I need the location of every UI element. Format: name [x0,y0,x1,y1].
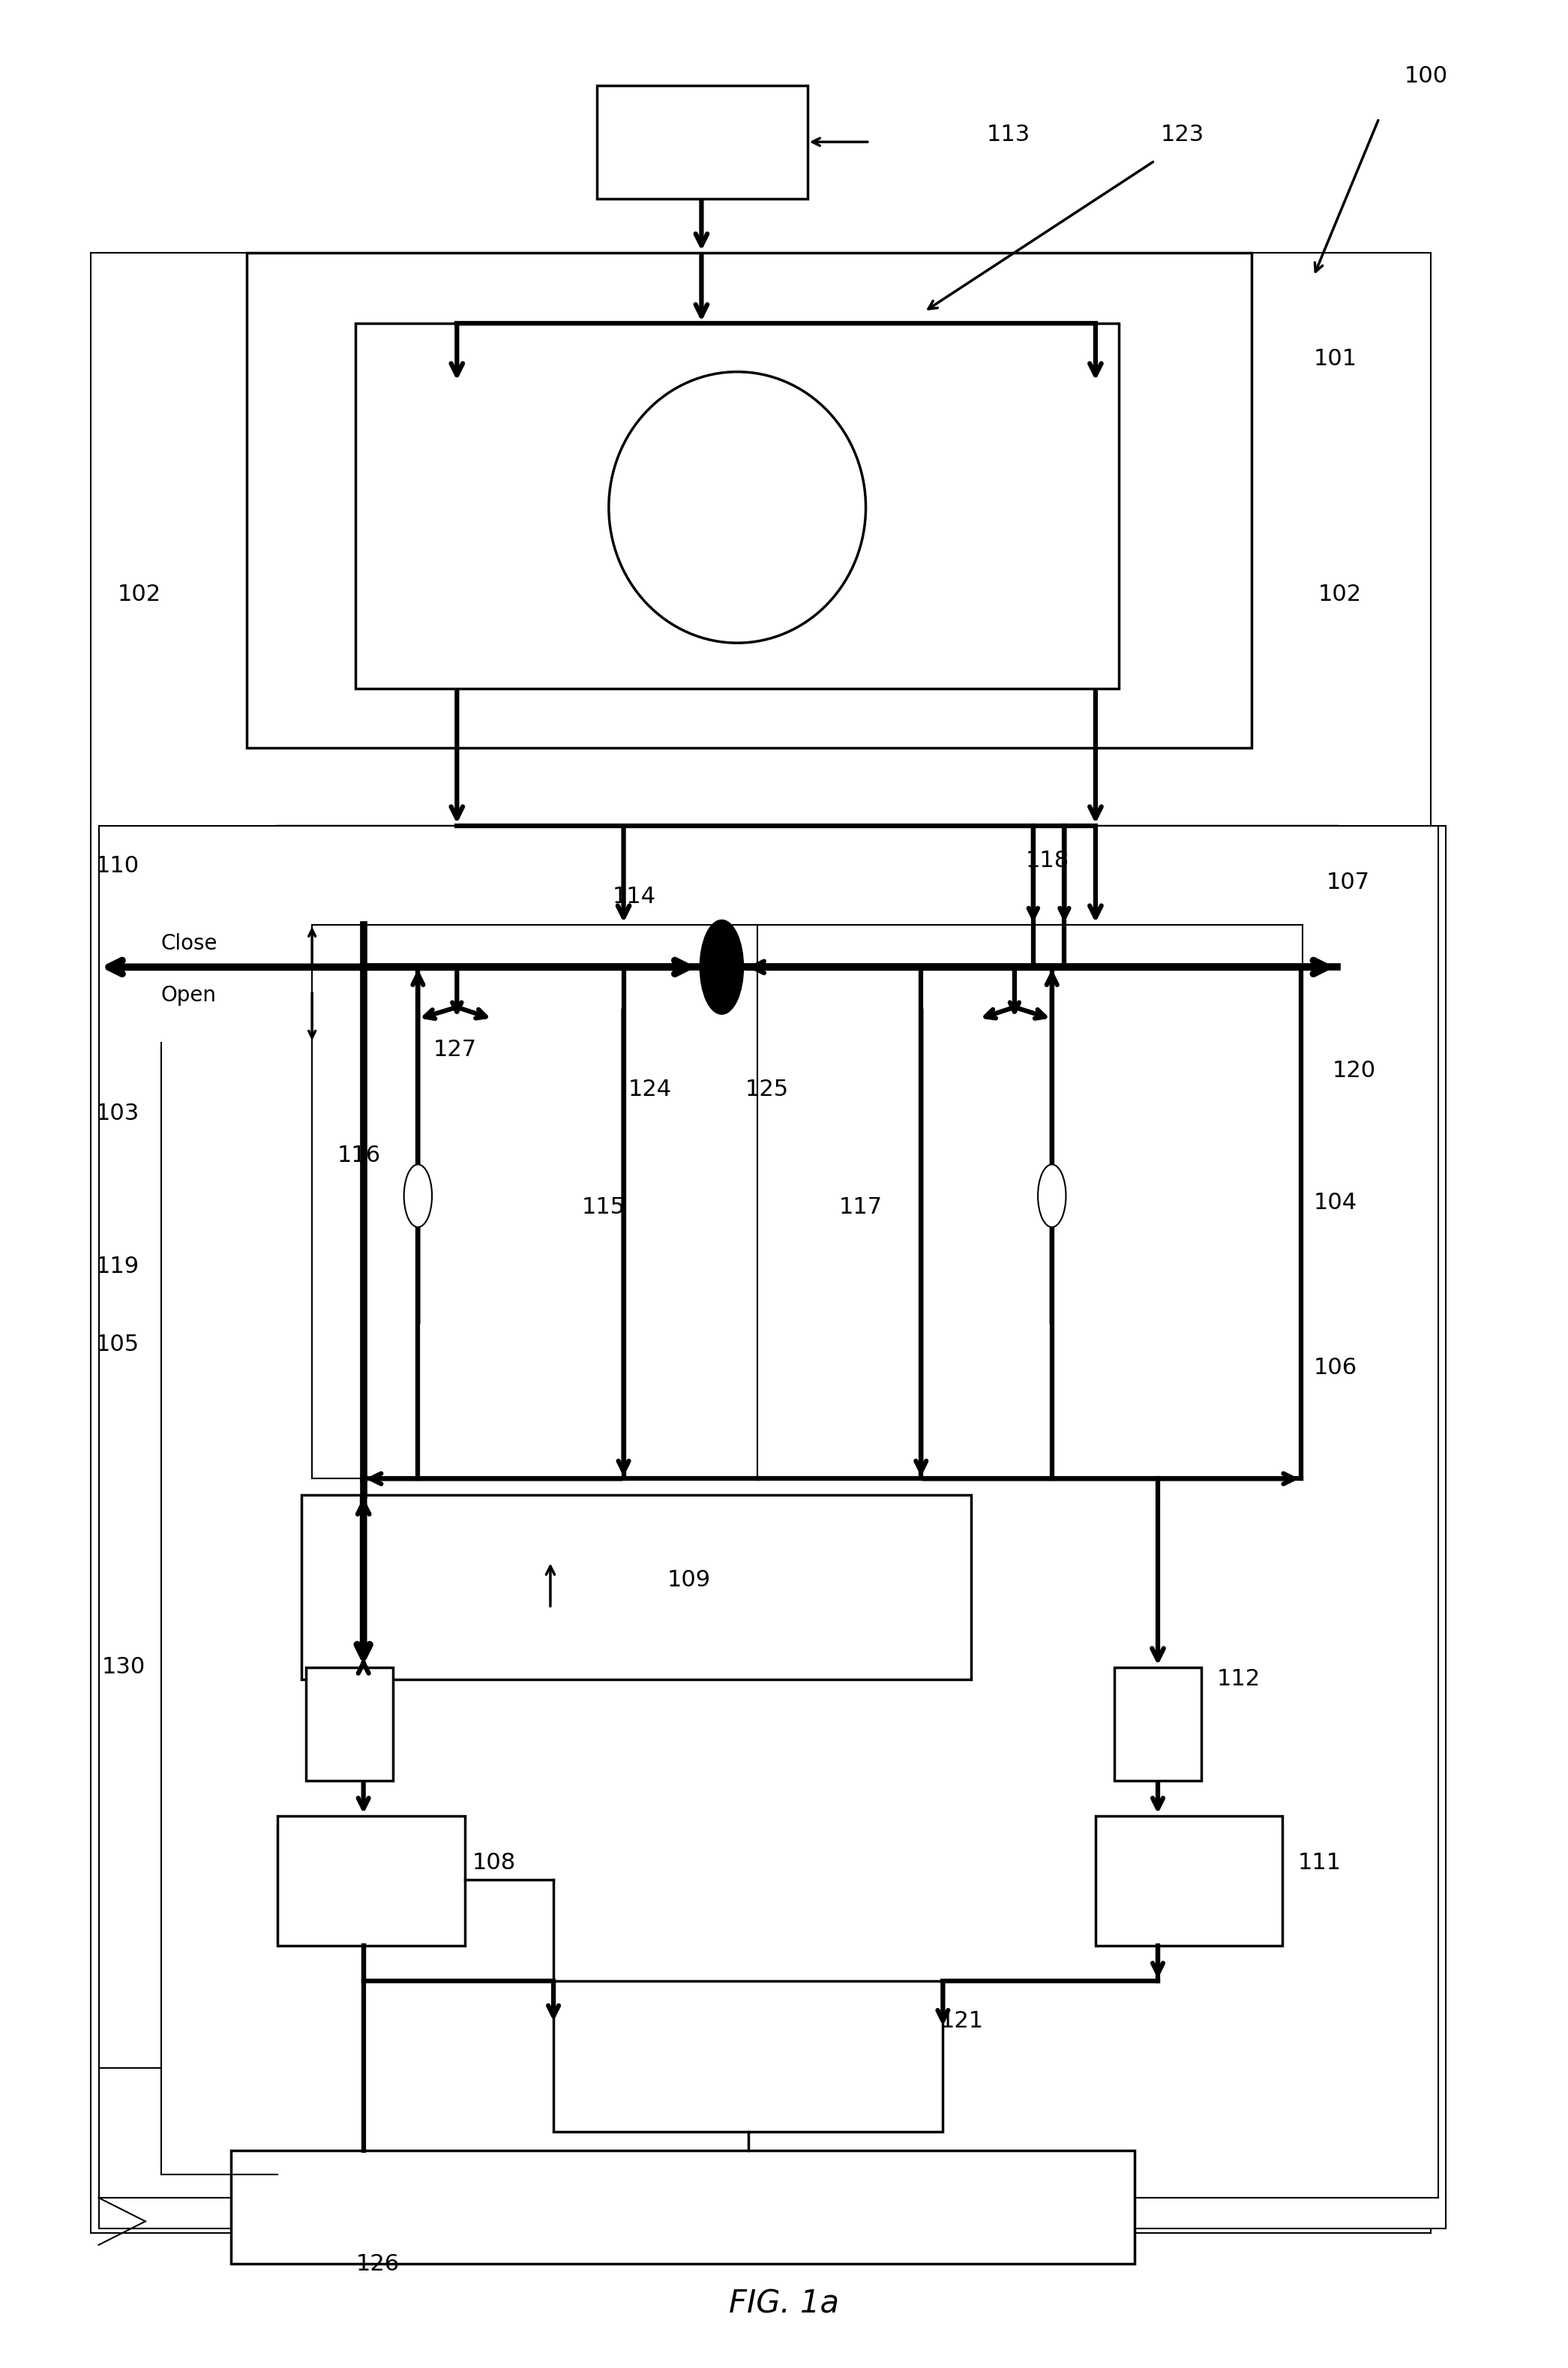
Ellipse shape [699,919,743,1014]
Ellipse shape [405,1165,433,1227]
Text: 123: 123 [1160,123,1204,147]
Text: 107: 107 [1327,871,1369,893]
Text: 109: 109 [666,1570,710,1591]
Text: 117: 117 [839,1196,883,1220]
Text: FIG. 1a: FIG. 1a [729,2287,839,2321]
Text: 118: 118 [1025,850,1069,871]
Text: 101: 101 [1314,348,1358,369]
Text: 120: 120 [1333,1061,1375,1082]
Text: 124: 124 [629,1080,671,1101]
Text: 127: 127 [433,1040,477,1061]
Text: 105: 105 [96,1333,140,1354]
Text: 114: 114 [613,886,657,907]
Text: 103: 103 [96,1103,140,1125]
Bar [1096,1816,1283,1946]
Bar [1115,1667,1201,1781]
Text: 126: 126 [356,2252,400,2276]
Text: 104: 104 [1314,1191,1358,1215]
Text: 102: 102 [1319,585,1363,606]
Text: Close: Close [162,933,218,954]
Bar [278,826,1338,1497]
Text: 112: 112 [1217,1667,1261,1691]
Text: 106: 106 [1314,1357,1358,1378]
Bar [246,253,1251,748]
Ellipse shape [1038,1165,1066,1227]
Bar [91,253,1430,2233]
Text: 102: 102 [118,585,162,606]
Bar [230,2150,1135,2264]
Bar [757,924,1303,1478]
Bar [99,826,1446,2228]
Text: 100: 100 [1403,64,1447,88]
Text: 110: 110 [96,855,140,876]
Text: 115: 115 [582,1196,626,1220]
Bar [312,924,757,1478]
Bar [554,1982,942,2131]
Text: 119: 119 [96,1255,140,1276]
Text: 116: 116 [337,1144,381,1167]
Text: 111: 111 [1298,1852,1342,1873]
Bar [278,1816,464,1946]
Text: 108: 108 [472,1852,516,1873]
Ellipse shape [608,372,866,644]
Bar [356,324,1120,689]
Text: 125: 125 [745,1080,789,1101]
Bar [597,85,808,199]
Text: 130: 130 [102,1658,146,1679]
Bar [306,1667,394,1781]
Text: 121: 121 [939,2010,983,2032]
Text: 113: 113 [986,123,1030,147]
Text: Open: Open [162,985,216,1006]
Bar [301,1494,971,1679]
